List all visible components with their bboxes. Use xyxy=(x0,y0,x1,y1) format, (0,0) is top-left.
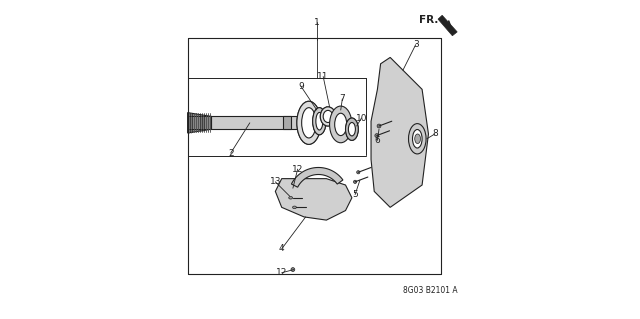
Text: 1: 1 xyxy=(314,18,320,27)
Text: 10: 10 xyxy=(356,114,367,122)
Ellipse shape xyxy=(415,134,420,144)
Ellipse shape xyxy=(377,124,381,128)
Text: 8: 8 xyxy=(432,130,438,138)
Polygon shape xyxy=(438,15,457,36)
Ellipse shape xyxy=(348,122,355,136)
Ellipse shape xyxy=(289,197,292,199)
Text: 7: 7 xyxy=(339,94,345,103)
Ellipse shape xyxy=(313,108,326,135)
Text: 9: 9 xyxy=(298,82,304,91)
Ellipse shape xyxy=(346,118,358,140)
Polygon shape xyxy=(291,167,343,187)
Text: 12: 12 xyxy=(276,268,287,277)
Ellipse shape xyxy=(323,110,333,122)
Polygon shape xyxy=(371,57,428,207)
Text: 2: 2 xyxy=(228,149,234,158)
Text: 8G03 B2101 A: 8G03 B2101 A xyxy=(403,286,458,295)
Ellipse shape xyxy=(320,107,335,126)
Text: 11: 11 xyxy=(317,72,329,81)
Ellipse shape xyxy=(291,268,295,271)
Ellipse shape xyxy=(292,206,296,209)
Text: 12: 12 xyxy=(292,165,303,174)
Polygon shape xyxy=(284,116,291,129)
Ellipse shape xyxy=(301,108,316,138)
Ellipse shape xyxy=(335,113,347,136)
Text: 3: 3 xyxy=(413,40,419,49)
Text: 5: 5 xyxy=(352,190,358,199)
Ellipse shape xyxy=(356,171,360,174)
Ellipse shape xyxy=(375,134,379,137)
Ellipse shape xyxy=(408,123,426,154)
Text: 6: 6 xyxy=(374,136,380,145)
Polygon shape xyxy=(188,116,306,129)
Text: 13: 13 xyxy=(269,177,281,186)
Ellipse shape xyxy=(413,130,422,148)
Polygon shape xyxy=(275,179,352,220)
Text: FR.: FR. xyxy=(419,15,438,25)
Text: 4: 4 xyxy=(279,244,285,253)
Ellipse shape xyxy=(316,113,323,130)
Ellipse shape xyxy=(297,101,321,144)
Ellipse shape xyxy=(330,106,352,143)
Ellipse shape xyxy=(353,180,356,183)
Polygon shape xyxy=(188,113,212,133)
